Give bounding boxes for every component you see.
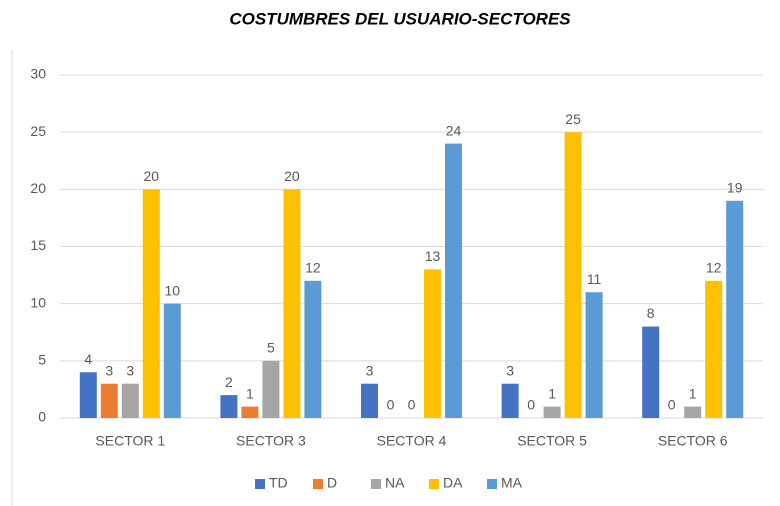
x-tick-label: SECTOR 5: [517, 433, 587, 449]
x-tick-label: SECTOR 1: [95, 433, 165, 449]
legend-label: MA: [501, 475, 523, 491]
bar: [543, 406, 561, 418]
data-label: 25: [565, 111, 581, 127]
y-tick-label: 0: [38, 409, 46, 425]
data-label: 1: [246, 385, 254, 401]
data-label: 5: [267, 340, 275, 356]
legend-label: DA: [443, 475, 463, 491]
chart-title: COSTUMBRES DEL USUARIO-SECTORES: [229, 9, 571, 28]
bar: [79, 372, 97, 418]
bar: [283, 189, 301, 418]
data-label: 24: [446, 122, 462, 138]
legend-swatch: [313, 479, 323, 489]
bar: [304, 280, 322, 418]
data-label: 20: [284, 168, 300, 184]
bar: [445, 143, 462, 418]
bar: [585, 292, 603, 418]
data-label: 19: [727, 179, 743, 195]
legend-swatch: [255, 479, 265, 489]
legend-swatch: [371, 479, 381, 489]
bar: [501, 383, 519, 418]
y-tick-label: 30: [30, 66, 46, 82]
bar: [361, 383, 378, 418]
data-label: 2: [225, 374, 233, 390]
data-label: 12: [305, 260, 321, 276]
bar: [262, 360, 280, 418]
legend-swatch: [487, 479, 497, 489]
bar: [705, 280, 723, 418]
y-tick-label: 20: [30, 180, 46, 196]
legend-label: TD: [269, 475, 288, 491]
data-label: 1: [689, 385, 697, 401]
data-label: 0: [527, 397, 535, 413]
y-tick-label: 15: [30, 237, 46, 253]
data-label: 4: [84, 351, 92, 367]
data-label: 1: [548, 385, 556, 401]
bar: [241, 406, 259, 418]
legend-swatch: [429, 479, 439, 489]
bar: [684, 406, 702, 418]
x-tick-label: SECTOR 4: [377, 433, 447, 449]
data-label: 3: [506, 362, 514, 378]
data-label: 0: [408, 397, 416, 413]
data-label: 0: [387, 397, 395, 413]
y-tick-label: 25: [30, 123, 46, 139]
legend-label: NA: [385, 475, 405, 491]
data-label: 11: [587, 271, 602, 287]
bar: [220, 395, 238, 418]
bar: [142, 189, 160, 418]
data-label: 20: [144, 168, 160, 184]
bar: [642, 326, 660, 418]
x-tick-label: SECTOR 3: [236, 433, 306, 449]
data-label: 3: [126, 362, 134, 378]
data-label: 0: [668, 397, 676, 413]
data-label: 12: [706, 260, 722, 276]
bar: [564, 132, 582, 418]
data-label: 3: [105, 362, 113, 378]
data-label: 10: [165, 282, 181, 298]
legend-label: D: [327, 475, 337, 491]
bar: [163, 303, 181, 418]
bar: [424, 269, 441, 418]
y-tick-label: 10: [30, 294, 46, 310]
data-label: 3: [366, 362, 374, 378]
data-label: 13: [425, 248, 441, 264]
bar: [121, 383, 139, 418]
y-tick-label: 5: [38, 352, 46, 368]
data-label: 8: [647, 305, 655, 321]
bar: [100, 383, 118, 418]
bar: [726, 200, 744, 418]
x-tick-label: SECTOR 6: [658, 433, 728, 449]
